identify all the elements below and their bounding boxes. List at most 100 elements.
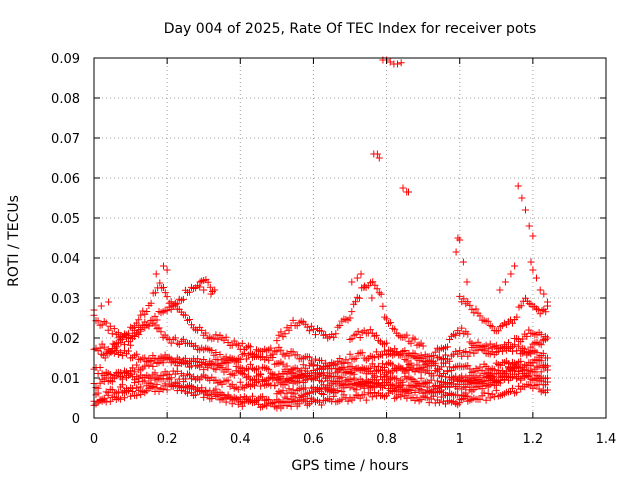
data-point: [230, 357, 238, 365]
data-point: [525, 349, 533, 357]
data-point: [175, 375, 183, 383]
x-tick-label: 0.4: [230, 432, 251, 447]
data-point: [354, 379, 362, 386]
data-point: [515, 358, 523, 366]
data-point: [540, 290, 548, 298]
data-point: [181, 375, 189, 383]
data-point: [342, 381, 350, 389]
data-point: [431, 348, 439, 356]
data-point: [538, 306, 546, 314]
data-point: [238, 339, 246, 347]
x-tick-label: 0.2: [157, 432, 178, 447]
data-point: [490, 393, 498, 401]
x-axis-label: GPS time / hours: [291, 458, 408, 474]
data-point: [249, 392, 256, 400]
data-point: [167, 339, 175, 347]
data-point: [377, 290, 385, 298]
data-point: [537, 368, 545, 376]
data-point: [232, 394, 240, 402]
data-point: [505, 360, 512, 368]
data-point: [490, 366, 498, 374]
data-point: [425, 399, 433, 407]
data-point: [353, 274, 361, 282]
data-point: [155, 324, 163, 332]
data-point: [383, 315, 391, 323]
data-point: [498, 347, 506, 355]
data-point: [442, 359, 449, 367]
data-point: [515, 367, 523, 375]
data-point: [476, 312, 484, 320]
data-point: [544, 362, 551, 370]
data-point: [228, 400, 236, 408]
data-point: [525, 300, 533, 308]
data-point: [328, 397, 336, 405]
data-point: [212, 349, 220, 356]
data-point: [255, 365, 263, 373]
data-point: [326, 373, 334, 381]
y-tick-label: 0.05: [51, 212, 80, 227]
data-point: [106, 322, 114, 330]
data-point: [234, 385, 242, 393]
data-point: [125, 347, 132, 355]
data-point: [118, 335, 126, 343]
chart-title: Day 004 of 2025, Rate Of TEC Index for r…: [164, 21, 537, 37]
data-point: [411, 367, 419, 375]
data-point: [352, 354, 360, 362]
data-point: [312, 331, 319, 339]
y-tick-label: 0.08: [51, 92, 80, 107]
data-point: [478, 366, 486, 374]
data-point: [234, 358, 242, 366]
data-point: [259, 377, 267, 385]
data-point: [488, 323, 496, 331]
data-point: [437, 393, 445, 401]
data-point: [234, 341, 242, 349]
data-point: [358, 349, 366, 357]
data-point: [133, 329, 141, 337]
y-tick-label: 0.09: [51, 52, 80, 67]
data-point: [324, 377, 332, 385]
data-point: [222, 353, 230, 361]
data-point: [293, 351, 301, 359]
data-point: [444, 343, 451, 351]
data-point: [212, 385, 220, 393]
data-point: [133, 361, 141, 369]
data-point: [435, 399, 443, 407]
data-point: [423, 394, 431, 402]
data-point: [544, 298, 551, 306]
data-point: [507, 373, 514, 381]
data-point: [289, 316, 297, 324]
data-point: [118, 375, 126, 383]
data-point: [212, 366, 220, 374]
data-point: [160, 284, 167, 291]
y-tick-label: 0: [72, 412, 80, 427]
data-point: [340, 359, 348, 367]
data-point: [163, 307, 171, 315]
data-point: [464, 392, 472, 400]
data-point: [366, 364, 374, 372]
data-point: [344, 359, 352, 367]
data-point: [536, 310, 544, 318]
data-point: [519, 335, 527, 343]
data-point: [163, 266, 171, 274]
data-point: [336, 322, 344, 329]
data-point: [208, 347, 216, 354]
data-point: [466, 348, 474, 356]
data-point: [476, 395, 484, 403]
data-point: [202, 329, 210, 337]
data-point: [525, 222, 533, 230]
data-point: [204, 364, 212, 372]
data-point: [326, 381, 334, 389]
data-point: [129, 364, 137, 372]
data-point: [361, 282, 369, 290]
data-point: [141, 362, 149, 370]
data-point: [509, 384, 516, 392]
data-point: [533, 274, 540, 282]
data-point: [152, 270, 160, 278]
data-point: [318, 357, 326, 365]
data-point: [544, 386, 551, 394]
data-point: [344, 368, 352, 375]
data-point: [352, 298, 359, 306]
y-tick-label: 0.01: [51, 372, 80, 387]
data-point: [372, 348, 380, 356]
data-point: [295, 400, 303, 408]
